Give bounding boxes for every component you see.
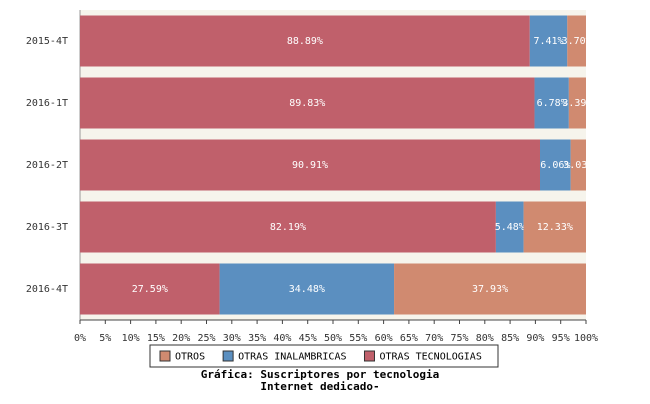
x-tick-label: 40% [273,333,291,344]
x-tick-label: 60% [375,333,393,344]
x-tick-label: 65% [400,333,418,344]
x-tick-label: 95% [552,333,570,344]
value-label: 6.06% [540,160,570,171]
value-label: 82.19% [270,222,306,233]
x-tick-label: 80% [476,333,494,344]
bar-segment [80,139,541,191]
x-tick-label: 75% [450,333,468,344]
value-label: 5.48% [495,222,525,233]
x-tick-label: 100% [574,333,598,344]
bar-segment [523,201,586,253]
y-tick-label: 2015-4T [26,36,68,47]
value-label: 88.89% [287,36,323,47]
bar-segment [534,77,569,129]
legend-swatch [159,350,171,362]
value-label: 3.70% [562,36,592,47]
value-label: 6.78% [537,98,567,109]
bar-segment [570,139,586,191]
bar-segment [219,263,395,315]
bar-segment [80,15,530,67]
x-tick-label: 45% [299,333,317,344]
y-tick-label: 2016-2T [26,160,68,171]
x-tick-label: 30% [223,333,241,344]
bar-segment [495,201,524,253]
bar-segment [394,263,586,315]
bar-segment [529,15,568,67]
x-tick-label: 15% [147,333,165,344]
legend [149,344,499,368]
y-tick-label: 2016-4T [26,284,68,295]
value-label: 27.59% [132,284,168,295]
value-label: 89.83% [289,98,325,109]
value-label: 3.39% [562,98,592,109]
value-label: 34.48% [289,284,325,295]
y-tick-label: 2016-1T [26,98,68,109]
x-tick-label: 35% [248,333,266,344]
legend-label: OTROS [175,352,205,363]
value-label: 90.91% [292,160,328,171]
x-tick-label: 10% [122,333,140,344]
x-tick-label: 25% [197,333,215,344]
x-tick-label: 0% [74,333,86,344]
value-label: 12.33% [537,222,573,233]
bar-segment [568,77,586,129]
x-tick-label: 90% [526,333,544,344]
value-label: 37.93% [472,284,508,295]
x-tick-label: 55% [349,333,367,344]
bar-segment [540,139,571,191]
legend-label: OTRAS TECNOLOGIAS [379,352,481,363]
bar-segment [80,201,496,253]
x-tick-label: 70% [425,333,443,344]
bar-segment [80,77,535,129]
x-tick-label: 50% [324,333,342,344]
x-tick-label: 85% [501,333,519,344]
legend-swatch [363,350,375,362]
value-label: 7.41% [533,36,563,47]
x-tick-label: 5% [99,333,111,344]
chart-subtitle: Internet dedicado- [260,380,379,393]
y-tick-label: 2016-3T [26,222,68,233]
bar-segment [80,263,220,315]
legend-swatch [222,350,234,362]
chart-title: Gráfica: Suscriptores por tecnologia [201,368,439,381]
legend-label: OTRAS INALAMBRICAS [238,352,346,363]
value-label: 3.03% [563,160,593,171]
bar-segment [567,15,586,67]
x-tick-label: 20% [172,333,190,344]
